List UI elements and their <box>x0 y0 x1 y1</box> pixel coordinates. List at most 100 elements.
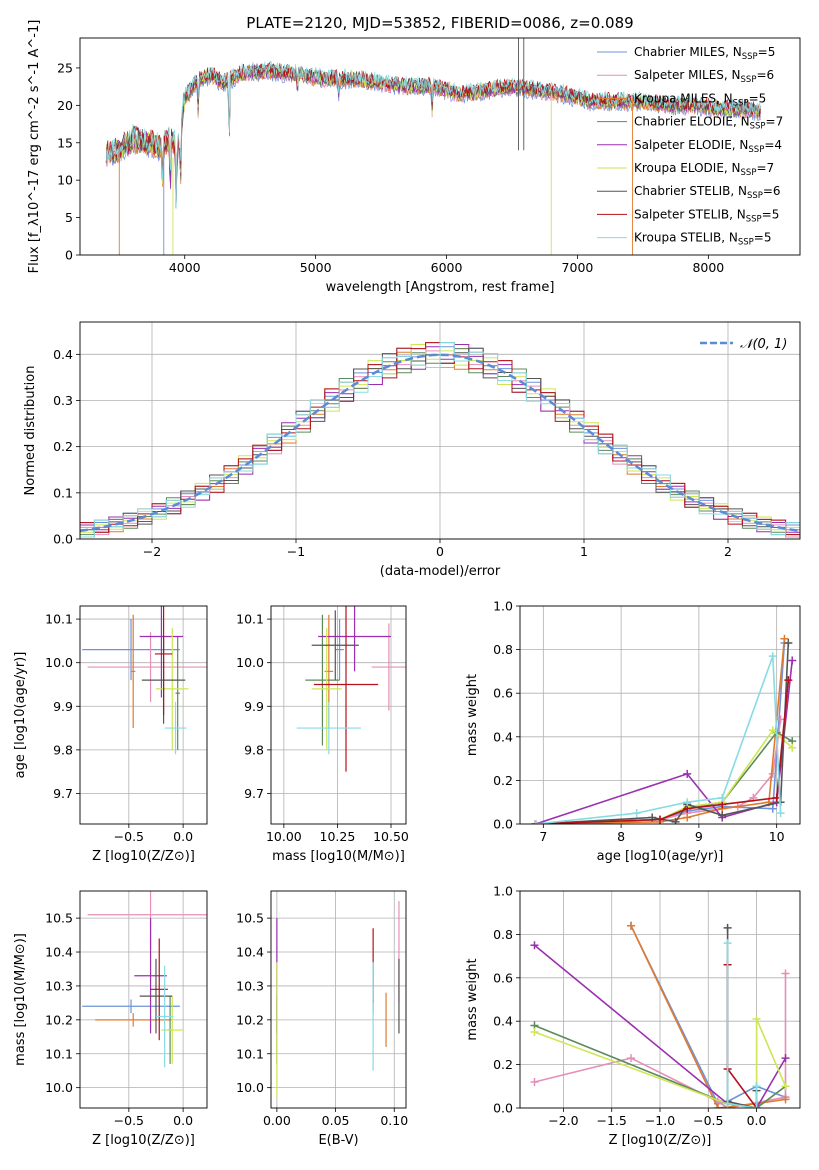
weight-point-marker <box>683 769 692 778</box>
axes-frame <box>270 890 407 1109</box>
legend-subscript: SSP <box>746 214 762 224</box>
weight-point-marker <box>723 1099 732 1108</box>
weight-point-marker <box>784 639 793 648</box>
x-tick-label: 0.00 <box>263 1113 291 1128</box>
y-tick-label: 0.1 <box>53 485 73 500</box>
legend-count: =5 <box>749 91 767 105</box>
weight-point-marker <box>656 815 664 824</box>
x-tick-label: −1 <box>287 544 305 559</box>
weight-series-line <box>535 643 786 824</box>
y-tick-label: 10.5 <box>45 911 73 926</box>
y-tick-label: 10.1 <box>45 1046 73 1061</box>
y-tick-label: 9.7 <box>53 786 73 801</box>
x-tick-label: −1.5 <box>597 1113 627 1128</box>
x-tick-label: 6000 <box>431 260 463 275</box>
mass-weight-vs-age-panel: 7 8 9 10 0.0 0.2 0.4 0.6 0.8 1.0 age [log10(age/yr… <box>465 599 801 864</box>
legend-entry: Salpeter STELIB, NSSP=5 <box>634 207 779 224</box>
legend-count: =4 <box>764 138 782 152</box>
y-tick-label: 25 <box>57 60 73 75</box>
legend-subscript: SSP <box>747 191 763 201</box>
weight-series-line <box>534 1018 787 1108</box>
weight-point-marker <box>718 793 727 802</box>
weight-point-marker <box>768 804 777 813</box>
x-tick-label: 10 <box>769 829 785 844</box>
x-tick-label: −0.5 <box>693 1113 723 1128</box>
y-axis-label: Flux [f_λ10^-17 erg cm^-2 s^-1 A^-1] <box>27 20 42 274</box>
x-axis-label: age [log10(age/yr)] <box>597 849 724 864</box>
legend-count: =5 <box>754 231 772 245</box>
weight-point-marker <box>683 798 692 807</box>
y-tick-label: 0.0 <box>493 1101 513 1116</box>
weight-point-marker <box>530 1028 539 1037</box>
y-tick-label: 0.6 <box>493 686 513 701</box>
x-tick-label: −0.5 <box>114 1113 144 1128</box>
x-tick-label: 10.00 <box>266 829 302 844</box>
weight-point-marker <box>776 715 785 724</box>
y-tick-label: 10.2 <box>236 1012 264 1027</box>
weight-point-marker <box>781 1095 790 1104</box>
y-tick-label: 10.0 <box>236 1080 264 1095</box>
y-axis-label: mass weight <box>465 958 480 1040</box>
weight-point-marker <box>768 769 777 778</box>
x-axis-label: E(B-V) <box>318 1133 358 1148</box>
weight-point-marker <box>768 726 777 735</box>
residuals-panel: −2 −1 0 1 2 0.0 0.1 0.2 0.3 0.4 (data-model)/error… <box>23 321 801 579</box>
y-tick-label: 0.4 <box>493 1014 513 1029</box>
x-tick-label: 10.50 <box>373 829 409 844</box>
x-tick-label: −0.5 <box>114 829 144 844</box>
y-tick-label: 10.3 <box>45 978 73 993</box>
x-tick-label: 1 <box>580 544 588 559</box>
y-tick-label: 10.5 <box>236 911 264 926</box>
y-tick-label: 10.4 <box>45 945 73 960</box>
legend-entry: Chabrier MILES, NSSP=5 <box>634 45 775 62</box>
y-tick-label: 0.0 <box>53 532 73 547</box>
y-tick-label: 0.8 <box>493 642 513 657</box>
x-tick-label: 0.0 <box>173 829 193 844</box>
weight-point-marker <box>530 941 539 950</box>
axes-frame <box>270 605 407 825</box>
legend: Chabrier MILES, NSSP=5 Salpeter MILES, NS… <box>597 45 783 248</box>
y-tick-label: 0 <box>65 248 73 263</box>
y-tick-label: 10.4 <box>236 945 264 960</box>
weight-series-line <box>535 655 782 824</box>
x-tick-label: 9 <box>695 829 703 844</box>
weight-point-marker <box>671 817 680 824</box>
legend-subscript: SSP <box>733 98 749 108</box>
legend-count: =5 <box>758 45 776 59</box>
y-tick-label: 10.1 <box>45 612 73 627</box>
y-tick-label: 0.4 <box>493 729 513 744</box>
legend-entry: Salpeter MILES, NSSP=6 <box>634 68 774 85</box>
age-vs-mass-panel: 10.00 10.25 10.50 9.7 9.8 9.9 10.0 10.1 mass [lo… <box>236 605 409 864</box>
legend-subscript: SSP <box>738 238 754 248</box>
normal-reference-curve <box>79 353 801 533</box>
x-tick-label: 2 <box>724 544 732 559</box>
legend-count: =7 <box>756 161 774 175</box>
weight-point-marker <box>723 939 732 948</box>
x-tick-label: 0.10 <box>380 1113 408 1128</box>
y-tick-label: 0.3 <box>53 393 73 408</box>
weight-point-marker <box>781 1054 790 1063</box>
y-tick-label: 15 <box>57 135 73 150</box>
axes-frame <box>519 890 801 1109</box>
x-tick-label: 0.0 <box>747 1113 767 1128</box>
legend-subscript: SSP <box>741 168 757 178</box>
x-tick-label: −2.0 <box>548 1113 578 1128</box>
y-tick-label: 9.8 <box>53 742 73 757</box>
weight-point-marker <box>683 813 692 822</box>
legend-entry: 𝒩(0, 1) <box>740 337 787 352</box>
y-tick-label: 1.0 <box>493 599 513 614</box>
mass-vs-Z-panel: −0.5 0.0 10.0 10.1 10.2 10.3 10.4 10.5 Z [log10(… <box>13 890 208 1148</box>
weight-point-marker <box>713 1104 722 1108</box>
legend-count: =5 <box>762 207 780 221</box>
y-axis-label: mass [log10(M/M⊙)] <box>13 933 28 1066</box>
legend-count: =6 <box>763 184 781 198</box>
weight-point-marker <box>530 1077 539 1086</box>
y-tick-label: 10.1 <box>236 612 264 627</box>
weight-point-marker <box>627 921 636 930</box>
y-tick-label: 10 <box>57 173 73 188</box>
y-axis-label: Normed distribution <box>23 366 38 496</box>
y-tick-label: 20 <box>57 98 73 113</box>
weight-point-marker <box>752 1015 761 1024</box>
x-tick-label: 8 <box>617 829 625 844</box>
axes-frame <box>519 605 801 825</box>
